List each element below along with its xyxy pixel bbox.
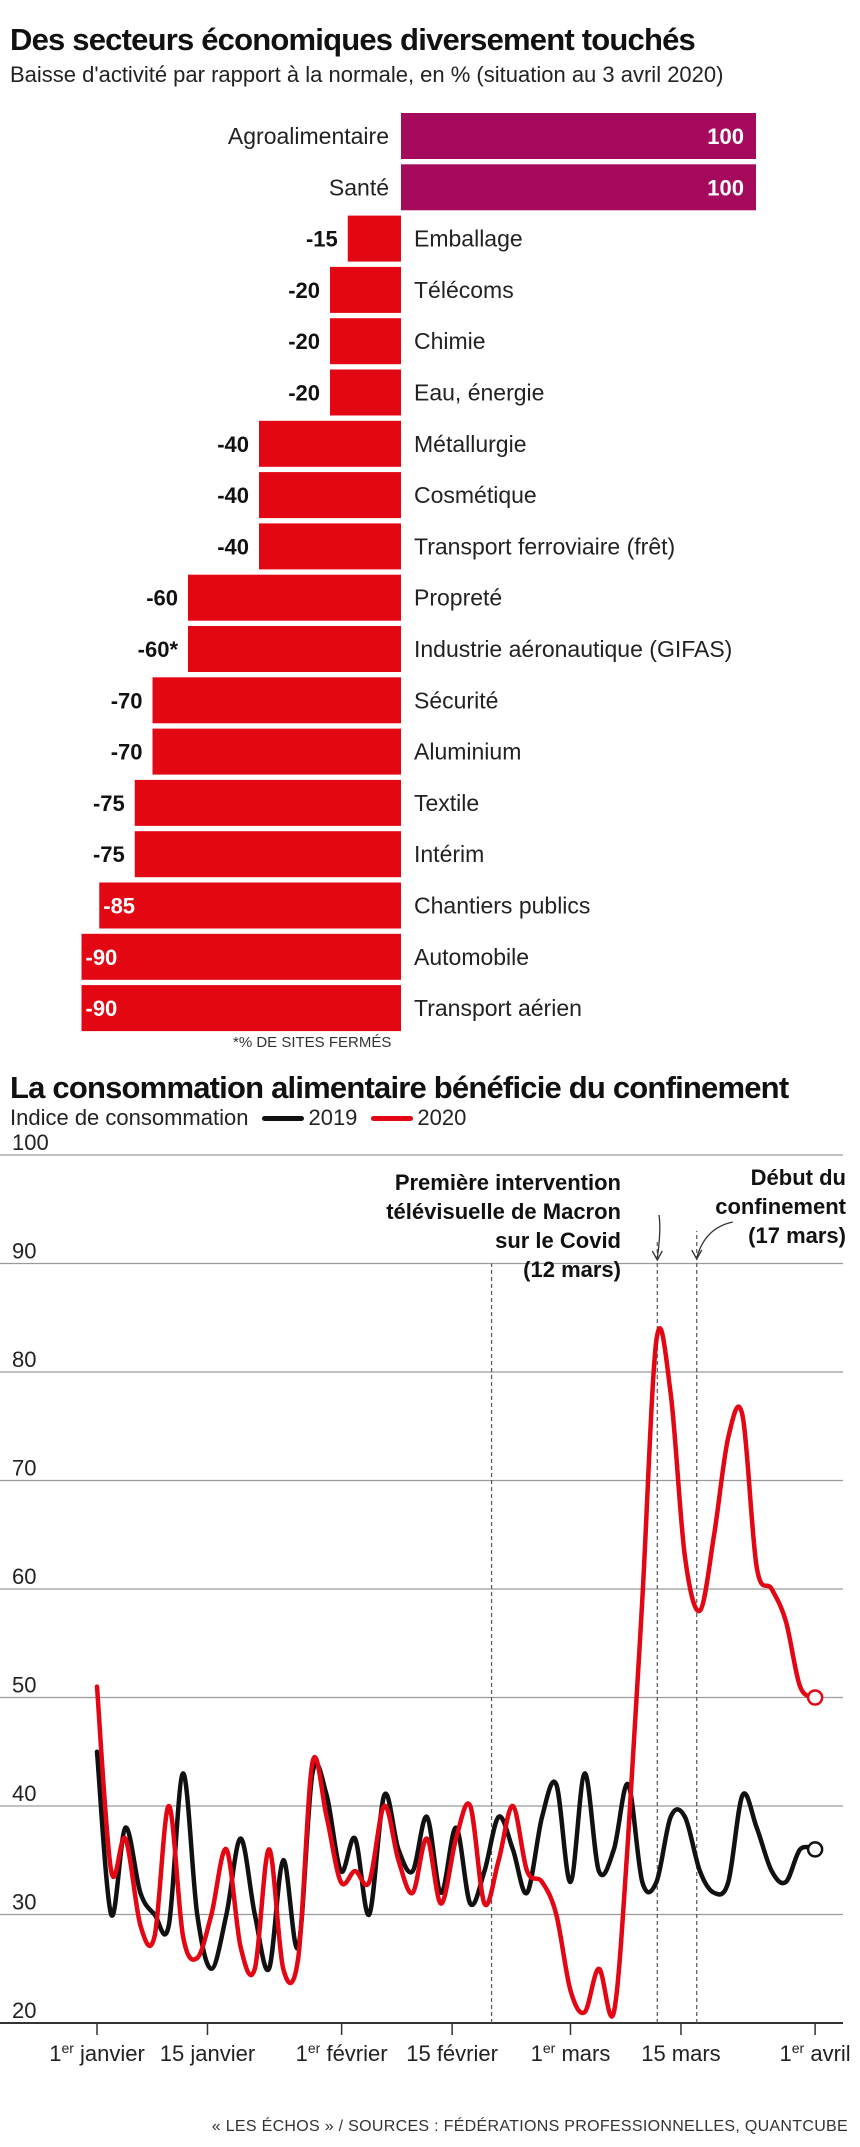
category-label-industrie-aeronautique-gifas: Industrie aéronautique (GIFAS) [414, 636, 732, 662]
value-label-proprete: -60 [146, 586, 178, 611]
x-tick-label-15-mars: 15 mars [641, 2041, 720, 2066]
category-label-chantiers-publics: Chantiers publics [414, 893, 590, 919]
value-label-cosmetique: -40 [217, 483, 249, 508]
legend-swatch-2019 [262, 1115, 305, 1121]
event-annotation-1: Première intervention télévisuelle de Mac… [386, 1170, 621, 1282]
category-label-eau-energie: Eau, énergie [414, 380, 544, 406]
x-tick-label-15-janvier: 15 janvier [160, 2041, 255, 2066]
series-line-2020 [94, 1326, 818, 2019]
bar-sante [401, 164, 756, 211]
bar-chantiers-publics [99, 882, 401, 929]
bar-securite [152, 677, 401, 724]
bar-textile [134, 779, 401, 826]
category-label-metallurgie: Métallurgie [414, 431, 527, 457]
category-label-proprete: Propreté [414, 585, 502, 611]
bar-automobile [81, 933, 401, 980]
value-label-textile: -75 [93, 791, 125, 816]
line-chart-legend: Indice de consommation 2019 2020 [10, 1105, 466, 1131]
value-label-metallurgie: -40 [217, 432, 249, 457]
legend-label-2020: 2020 [417, 1105, 467, 1130]
bar-metallurgie [259, 420, 401, 467]
bar-transport-ferroviaire-fret [259, 523, 401, 570]
bar-transport-aerien [81, 985, 401, 1032]
bar-chart-subtitle: Baisse d'activité par rapport à la norma… [10, 62, 724, 87]
bar-proprete [188, 574, 401, 621]
bar-telecoms [330, 266, 401, 313]
value-label-transport-ferroviaire-fret: -40 [217, 534, 249, 559]
y-tick-label-20: 20 [12, 1998, 36, 2023]
bar-agroalimentaire [401, 113, 756, 159]
category-label-telecoms: Télécoms [414, 277, 514, 303]
value-label-emballage: -15 [306, 227, 338, 252]
category-label-interim: Intérim [414, 841, 484, 867]
bar-cosmetique [259, 472, 401, 519]
bar-chimie [330, 318, 401, 365]
category-label-securite: Sécurité [414, 687, 498, 713]
value-label-transport-aerien: -90 [86, 996, 118, 1021]
value-label-chantiers-publics: -85 [103, 894, 135, 919]
value-label-interim: -75 [93, 842, 125, 867]
event-annotation-2: Début du confinement (17 mars) [715, 1165, 846, 1248]
category-label-sante: Santé [329, 174, 389, 200]
bar-chart-title: Des secteurs économiques diversement tou… [10, 22, 696, 57]
y-tick-label-80: 80 [12, 1347, 36, 1372]
value-label-automobile: -90 [86, 945, 118, 970]
event-arrowhead-2 [691, 1249, 703, 1261]
category-label-aluminium: Aluminium [414, 739, 521, 765]
event-arrow-1 [656, 1214, 661, 1259]
x-tick-label-15-fevrier: 15 février [406, 2041, 498, 2066]
y-tick-label-30: 30 [12, 1890, 36, 1915]
value-label-sante: 100 [707, 175, 744, 200]
category-label-textile: Textile [414, 790, 479, 816]
bar-interim [134, 831, 401, 878]
event-arrowhead-1 [651, 1250, 663, 1262]
y-tick-label-40: 40 [12, 1781, 36, 1806]
bar-industrie-aeronautique-gifas [188, 626, 401, 672]
y-tick-label-70: 70 [12, 1456, 36, 1481]
category-label-agroalimentaire: Agroalimentaire [228, 123, 389, 149]
value-label-industrie-aeronautique-gifas: -60* [138, 637, 179, 662]
legend-label-2019: 2019 [308, 1105, 358, 1130]
source-footer: « LES ÉCHOS » / SOURCES : FÉDÉRATIONS PR… [211, 2118, 848, 2135]
value-label-securite: -70 [111, 688, 143, 713]
category-label-transport-ferroviaire-fret: Transport ferroviaire (frêt) [414, 533, 675, 559]
category-label-automobile: Automobile [414, 944, 529, 970]
line-chart-title: La consommation alimentaire bénéficie du… [10, 1070, 789, 1105]
legend-swatch-2020 [371, 1115, 414, 1121]
category-label-transport-aerien: Transport aérien [414, 995, 582, 1021]
series-endpoint-2020 [806, 1689, 824, 1706]
x-tick-label-1-avril: 1er avril [780, 2040, 851, 2066]
value-label-agroalimentaire: 100 [707, 124, 744, 149]
x-tick-label-1-mars: 1er mars [531, 2040, 611, 2066]
value-label-chimie: -20 [288, 329, 320, 354]
bar-aluminium [152, 728, 401, 775]
value-label-telecoms: -20 [288, 278, 320, 303]
x-tick-label-1-janvier: 1er janvier [49, 2040, 145, 2066]
category-label-emballage: Emballage [414, 226, 523, 252]
category-label-cosmetique: Cosmétique [414, 482, 537, 508]
value-label-eau-energie: -20 [288, 381, 320, 406]
y-tick-label-100: 100 [12, 1130, 49, 1155]
bar-footnote: *% DE SITES FERMÉS [233, 1034, 391, 1051]
series-line-2019 [94, 1749, 818, 1973]
bar-eau-energie [330, 369, 401, 416]
event-arrow-2 [696, 1221, 733, 1259]
y-axis-label: Indice de consommation [10, 1105, 249, 1130]
x-tick-label-1-fevrier: 1er février [296, 2040, 388, 2066]
value-label-aluminium: -70 [111, 740, 143, 765]
y-tick-label-60: 60 [12, 1564, 36, 1589]
category-label-chimie: Chimie [414, 328, 486, 354]
bar-emballage [347, 215, 401, 262]
y-tick-label-90: 90 [12, 1239, 36, 1264]
series-endpoint-2019 [806, 1841, 824, 1858]
bar-chart: 100 Agroalimentaire 100 Santé -15 Emballage -2… [81, 113, 756, 1051]
y-tick-label-50: 50 [12, 1673, 36, 1698]
